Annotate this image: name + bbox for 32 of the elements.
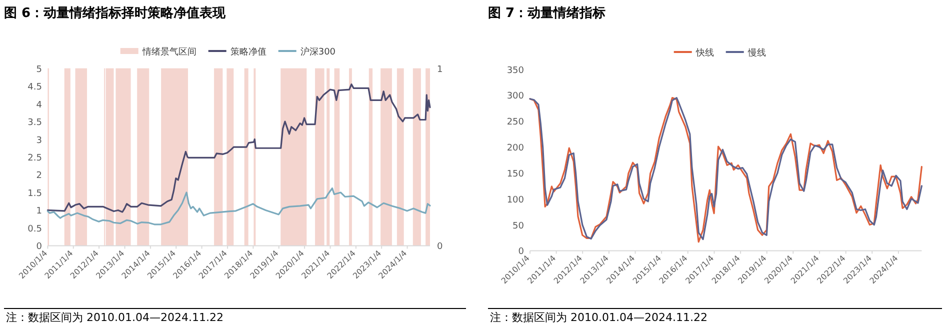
y-tick-label: 300 — [506, 92, 524, 102]
line-series — [46, 187, 431, 226]
legend-label: 快线 — [694, 48, 714, 58]
y-tick-label: 50 — [512, 221, 524, 232]
y-tick-label: 0.5 — [28, 224, 42, 234]
y-tick-label: 5 — [36, 64, 42, 75]
y-tick-label: 2.5 — [28, 154, 42, 164]
y2-tick-label: 0 — [437, 242, 443, 252]
y-tick-label: 3.5 — [28, 118, 42, 128]
text: 注：数据区间为 2010.01.04—2024.11.22 — [490, 311, 708, 324]
y-tick-label: 1 — [36, 206, 42, 217]
y-tick-label: 250 — [506, 118, 524, 128]
legend-label: 策略净值 — [230, 46, 266, 58]
y-tick-label: 200 — [506, 144, 524, 154]
line-series — [46, 83, 431, 213]
y-tick-label: 4 — [36, 100, 42, 110]
text: 注：数据区间为 2010.01.04—2024.11.22 — [6, 311, 224, 324]
y-tick-label: 100 — [506, 195, 524, 206]
legend-label: 情绪景气区间 — [141, 46, 196, 58]
legend-label: 沪深300 — [300, 46, 336, 58]
y-tick-label: 4.5 — [28, 82, 42, 93]
y-tick-label: 350 — [506, 66, 524, 76]
y-tick-label: 150 — [506, 169, 524, 180]
y-tick-label: 0 — [518, 247, 524, 258]
y-tick-label: 2 — [36, 171, 42, 182]
chart-title: 图 7：动量情绪指标 — [488, 6, 606, 21]
y-tick-label: 1.5 — [28, 188, 42, 199]
chart-title: 图 6：动量情绪指标择时策略净值表现 — [4, 6, 227, 21]
legend-label: 慢线 — [746, 48, 766, 58]
y-tick-label: 3 — [36, 136, 42, 146]
y-tick-label: 0 — [36, 242, 42, 252]
y2-tick-label: 1 — [437, 64, 443, 75]
